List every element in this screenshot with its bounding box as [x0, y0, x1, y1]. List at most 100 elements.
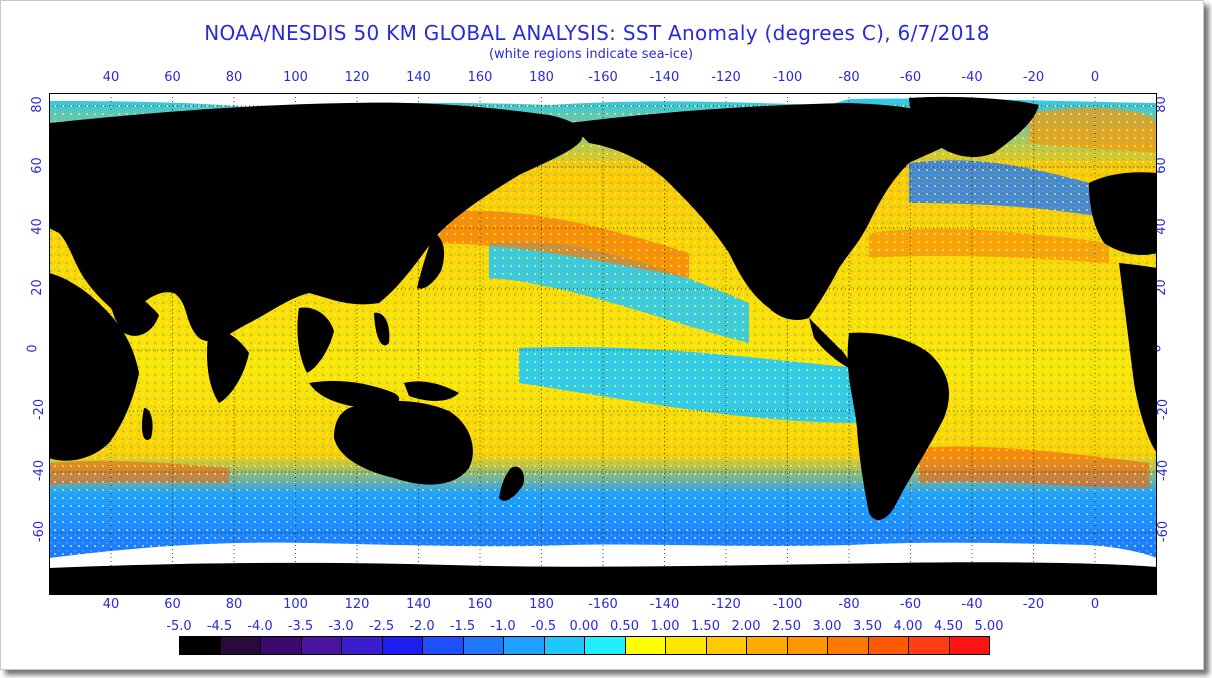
longitude-label-bottom: -60 — [899, 597, 922, 612]
scale-swatch — [746, 636, 788, 655]
scale-swatch — [179, 636, 221, 655]
land-greenland — [909, 96, 1039, 158]
longitude-label-bottom: 100 — [283, 597, 308, 612]
scale-swatch — [705, 636, 747, 655]
longitude-label-bottom: -160 — [588, 597, 618, 612]
scale-label: -5.0 — [166, 619, 192, 634]
land-south-america — [847, 332, 949, 520]
longitude-label-top: -160 — [588, 70, 618, 85]
land-japan — [417, 233, 445, 289]
map-border — [49, 93, 1157, 595]
longitude-label-top: 160 — [467, 70, 493, 85]
land-new-zealand — [499, 466, 525, 501]
scale-label: -3.0 — [328, 619, 354, 634]
scale-label: -1.5 — [449, 619, 476, 634]
longitude-label-bottom: 160 — [467, 597, 493, 612]
land-madagascar — [141, 408, 153, 440]
longitude-label-top: 60 — [164, 70, 181, 85]
scale-swatch — [381, 636, 423, 655]
land-masses — [49, 96, 1157, 595]
scale-swatch — [948, 636, 990, 655]
land-arabia — [109, 288, 159, 336]
longitude-label-top: -20 — [1022, 70, 1045, 85]
longitude-label-top: -80 — [838, 70, 860, 85]
latitude-label-right: -60 — [1156, 520, 1172, 543]
scale-label: 1.50 — [691, 619, 720, 634]
scale-label: 3.00 — [812, 619, 842, 634]
scale-swatch — [300, 636, 342, 655]
land-africa — [49, 273, 139, 461]
longitude-label-top: 140 — [406, 70, 431, 85]
map-title: NOAA/NESDIS 50 KM GLOBAL ANALYSIS: SST A… — [204, 21, 990, 45]
scale-swatch — [624, 636, 666, 655]
longitude-label-bottom: 140 — [406, 597, 431, 612]
scale-label: -4.0 — [247, 619, 273, 634]
map-canvas — [49, 93, 1157, 595]
scale-swatch — [341, 636, 383, 655]
land-philippines — [374, 312, 390, 346]
longitude-label-top: -40 — [961, 70, 983, 85]
scale-label: -4.5 — [206, 619, 233, 634]
scale-label: -2.0 — [409, 619, 435, 634]
scale-swatch — [584, 636, 626, 655]
latitude-label-left: -40 — [32, 459, 48, 482]
map-subtitle: (white regions indicate sea-ice) — [488, 47, 694, 62]
latitude-label-right: -20 — [1156, 398, 1172, 421]
scale-swatch — [908, 636, 950, 655]
scale-swatch — [462, 636, 504, 655]
scale-swatch — [867, 636, 909, 655]
scale-swatch — [422, 636, 464, 655]
scale-swatch — [219, 636, 261, 655]
longitude-label-bottom: -120 — [711, 597, 741, 612]
longitude-label-top: -120 — [711, 70, 741, 85]
longitude-label-bottom: -80 — [838, 597, 860, 612]
gridlines — [49, 93, 1157, 595]
longitude-label-bottom: 40 — [102, 597, 120, 612]
longitude-label-top: 40 — [102, 70, 120, 85]
scale-label: -3.5 — [287, 619, 314, 634]
longitude-label-bottom: -20 — [1022, 597, 1045, 612]
land-india — [207, 328, 249, 403]
scale-label: 1.00 — [650, 619, 680, 634]
scale-label: -1.0 — [490, 619, 516, 634]
land-europe — [1089, 172, 1157, 255]
scale-label: -0.5 — [530, 619, 557, 634]
land-north-america — [569, 103, 969, 320]
latitude-label-left: 20 — [29, 279, 45, 296]
longitude-label-top: 80 — [225, 70, 243, 85]
scale-swatch — [260, 636, 302, 655]
scale-swatch — [543, 636, 585, 655]
scale-label: 0.00 — [569, 619, 599, 634]
longitude-label-top: -140 — [649, 70, 680, 85]
land-africa-east-edge — [1119, 263, 1157, 453]
scale-label: 2.50 — [772, 619, 801, 634]
scale-label: 4.00 — [893, 619, 923, 634]
latitude-label-left: 80 — [29, 96, 45, 113]
longitude-label-top: 120 — [344, 70, 370, 85]
latitude-label-left: 0 — [25, 344, 41, 353]
longitude-label-bottom: -100 — [772, 597, 803, 612]
scale-swatch — [786, 636, 828, 655]
sst-anomaly-map — [49, 93, 1157, 595]
scale-label: 0.50 — [610, 619, 639, 634]
land-central-america — [809, 318, 850, 368]
latitude-label-left: -20 — [32, 398, 48, 421]
land-southeast-asia — [297, 307, 334, 373]
land-eurasia — [49, 102, 583, 342]
longitude-label-bottom: -140 — [649, 597, 680, 612]
scale-label: 2.00 — [731, 619, 761, 634]
longitude-label-bottom: 80 — [225, 597, 243, 612]
longitude-label-bottom: 60 — [164, 597, 181, 612]
scale-label: -2.5 — [368, 619, 395, 634]
longitude-label-top: 100 — [283, 70, 308, 85]
latitude-label-right: -40 — [1156, 459, 1172, 482]
land-australia — [334, 400, 473, 485]
latitude-label-left: 40 — [29, 218, 45, 235]
longitude-label-top: -100 — [772, 70, 803, 85]
latitude-label-left: 60 — [29, 157, 45, 174]
land-indonesia — [309, 381, 400, 409]
scale-label: 5.00 — [974, 619, 1004, 634]
longitude-label-top: 0 — [1090, 70, 1100, 85]
scale-label: 3.50 — [853, 619, 882, 634]
